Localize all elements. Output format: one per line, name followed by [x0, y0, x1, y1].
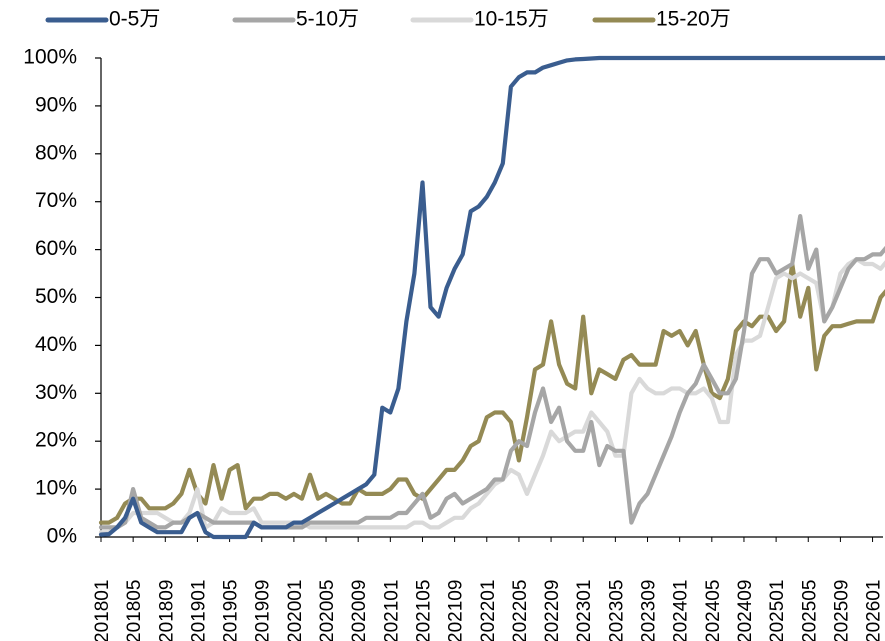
x-tick-label: 201801: [92, 580, 113, 641]
y-tick-label: 100%: [23, 46, 77, 69]
x-tick-label: 201909: [253, 580, 274, 641]
legend-label: 10-15万: [474, 8, 549, 31]
x-tick-label: 201805: [124, 580, 145, 641]
y-tick-label: 10%: [35, 477, 77, 500]
legend-label: 15-20万: [656, 8, 731, 31]
series-lines: [98, 55, 885, 540]
x-tick-label: 202401: [671, 580, 692, 641]
legend-label: 5-10万: [296, 8, 359, 31]
y-tick-label: 80%: [35, 141, 77, 164]
x-tick-label: 202305: [606, 580, 627, 641]
x-tick-label: 202005: [317, 580, 338, 641]
x-tick-label: 201901: [188, 580, 209, 641]
x-tick-label: 202501: [767, 580, 788, 641]
y-tick-label: 30%: [35, 381, 77, 404]
x-tick-label: 202409: [735, 580, 756, 641]
x-tick-label: 202001: [285, 580, 306, 641]
x-tick-label: 202105: [413, 580, 434, 641]
x-axis: 201801 201805 201809 201901 201905 201909 2020…: [92, 536, 885, 641]
series-line-1: [98, 214, 885, 530]
x-tick-label: 202405: [703, 580, 724, 641]
x-tick-label: 202309: [639, 580, 660, 641]
y-tick-label: 70%: [35, 189, 77, 212]
x-tick-label: 202301: [574, 580, 595, 641]
x-tick-label: 202209: [542, 580, 563, 641]
x-tick-label: 202205: [510, 580, 531, 641]
y-tick-label: 20%: [35, 429, 77, 452]
y-tick-label: 90%: [35, 93, 77, 116]
x-tick-label: 202601: [864, 580, 885, 641]
legend-item: 10-15万: [410, 8, 549, 31]
series-line-3: [98, 261, 885, 525]
x-tick-label: 202201: [478, 580, 499, 641]
x-tick-label: 202109: [446, 580, 467, 641]
y-tick-label: 40%: [35, 333, 77, 356]
x-tick-label: 202101: [381, 580, 402, 641]
legend: 0-5万 5-10万 10-15万 15-20万: [45, 8, 731, 31]
x-tick-label: 202505: [799, 580, 820, 641]
legend-item: 5-10万: [232, 8, 359, 31]
y-axis: 0% 10% 20% 30% 40% 50% 60% 70% 80% 90% 100%: [23, 46, 102, 548]
x-tick-label: 201809: [156, 580, 177, 641]
legend-item: 15-20万: [592, 8, 731, 31]
y-tick-label: 60%: [35, 237, 77, 260]
y-tick-label: 0%: [47, 525, 77, 548]
legend-label: 0-5万: [109, 8, 160, 31]
x-tick-label: 202009: [349, 580, 370, 641]
legend-item: 0-5万: [45, 8, 160, 31]
series-line-2: [98, 257, 885, 535]
x-tick-label: 201905: [221, 580, 242, 641]
series-line-0: [98, 55, 885, 540]
y-tick-label: 50%: [35, 285, 77, 308]
x-tick-label: 202509: [831, 580, 852, 641]
